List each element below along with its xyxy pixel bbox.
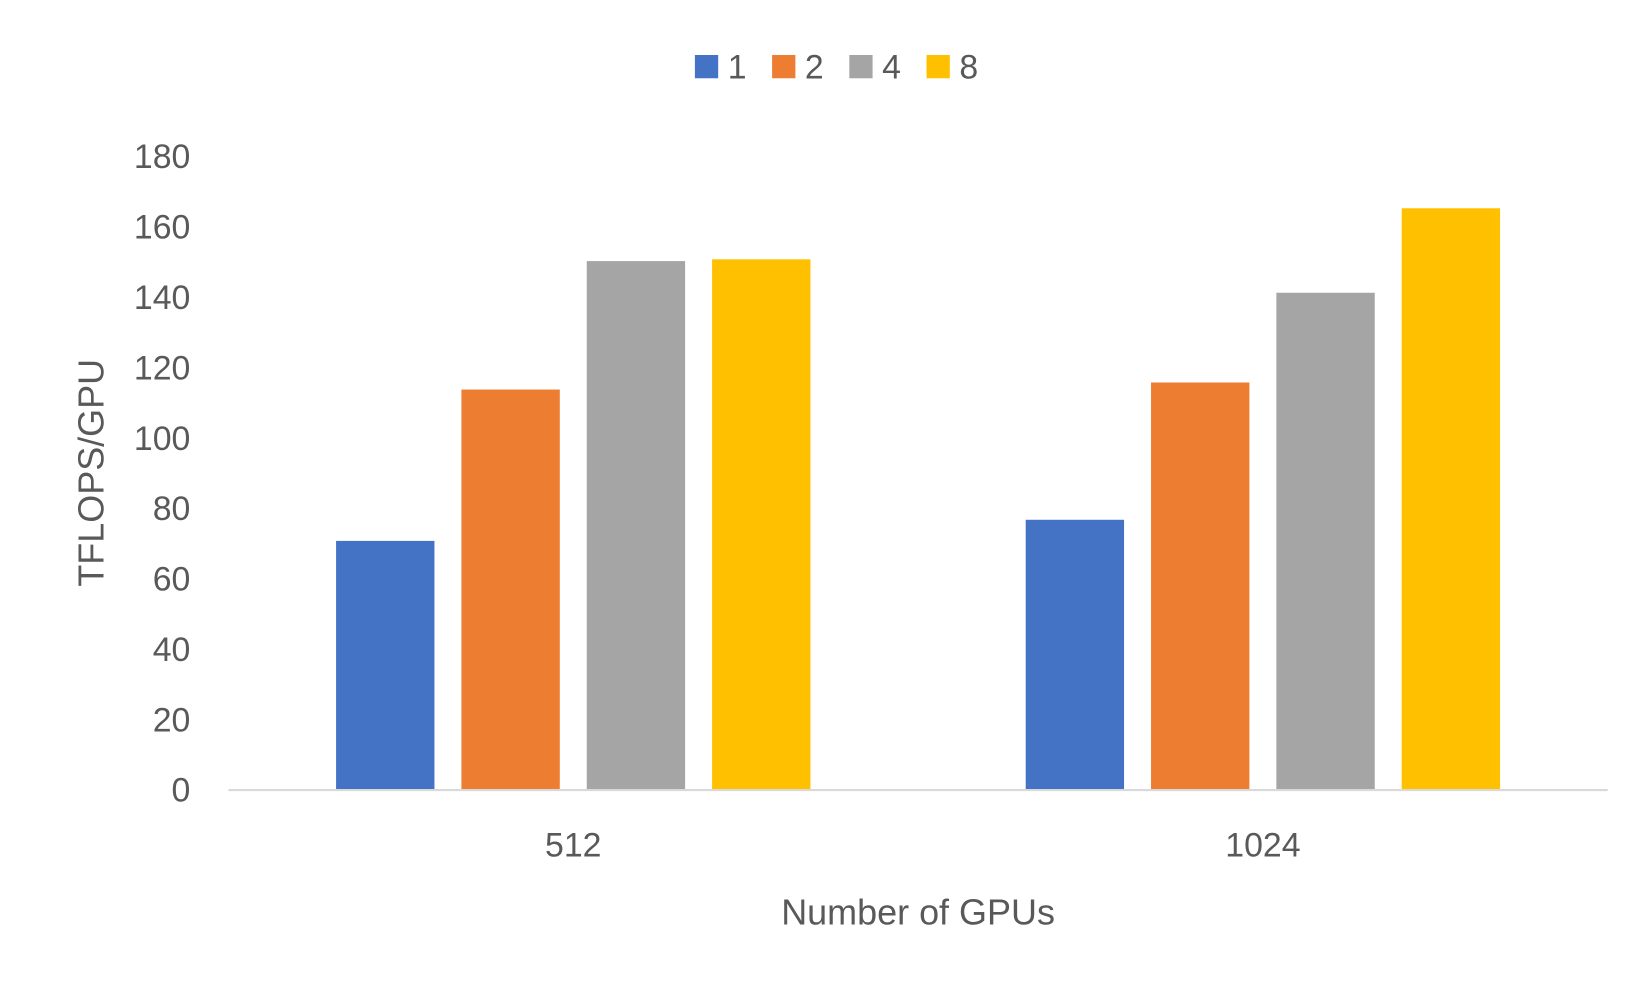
y-tick-label: 140	[134, 279, 190, 317]
y-tick-label: 0	[172, 772, 191, 810]
x-tick-label: 1024	[1225, 827, 1300, 865]
bar-512-series-8	[712, 259, 811, 790]
bar-512-series-1	[336, 540, 435, 790]
legend-swatch-2	[772, 55, 796, 79]
y-axis-ticks: 0 20 40 60 80 100 120 140 160 180	[134, 138, 190, 810]
x-tick-label: 512	[545, 827, 601, 865]
legend-label: 8	[959, 48, 978, 86]
legend: 1 2 4 8	[694, 48, 978, 86]
legend-swatch-8	[926, 55, 950, 79]
legend-label: 4	[882, 48, 901, 86]
bars	[336, 208, 1501, 790]
bar-1024-series-4	[1276, 292, 1375, 790]
bar-1024-series-2	[1151, 382, 1250, 790]
x-axis-ticks: 512 1024	[545, 827, 1300, 865]
bar-1024-series-8	[1401, 208, 1501, 790]
legend-swatch-1	[694, 55, 719, 79]
legend-label: 2	[805, 48, 824, 86]
y-tick-label: 80	[153, 490, 191, 528]
y-tick-label: 120	[134, 349, 190, 387]
x-axis-label: Number of GPUs	[781, 891, 1055, 932]
legend-swatch-4	[849, 55, 873, 79]
bar-512-series-2	[461, 389, 560, 790]
y-tick-label: 60	[153, 561, 191, 599]
y-tick-label: 100	[134, 420, 190, 458]
bar-512-series-4	[586, 261, 686, 790]
legend-label: 1	[728, 48, 747, 86]
y-tick-label: 20	[153, 701, 191, 739]
y-tick-label: 40	[153, 631, 191, 669]
bar-1024-series-1	[1025, 519, 1125, 790]
y-tick-label: 180	[134, 138, 190, 176]
y-axis-label: TFLOPS/GPU	[71, 359, 112, 587]
y-tick-label: 160	[134, 209, 190, 247]
